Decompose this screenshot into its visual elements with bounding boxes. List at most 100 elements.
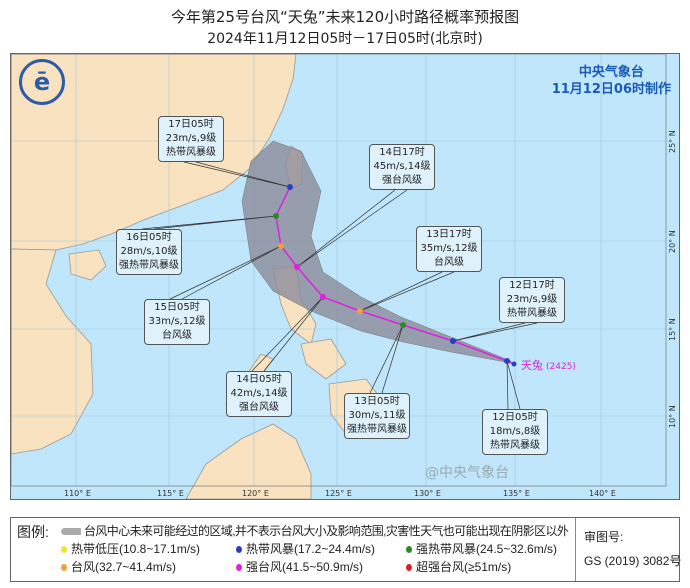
legend-item-label: 热带风暴(17.2~24.4m/s) [246,542,376,556]
longitude-label: 140° E [589,489,616,498]
intensity-dot-icon [61,546,67,554]
legend-item: 热带风暴(17.2~24.4m/s) [236,540,375,557]
forecast-callout: 14日05时 42m/s,14级 强台风级 [226,371,292,417]
land [11,54,382,499]
longitude-label: 130° E [414,489,441,498]
intensity-dot-icon [236,546,242,554]
watermark: @中央气象台 [425,465,509,481]
forecast-callout: 12日17时 23m/s,9级 热带风暴级 [499,277,565,323]
latitude-label: 15° N [668,318,677,341]
callout-level: 台风级 [434,257,464,268]
callout-time: 16日05时 [126,232,172,243]
legend-item-label: 超强台风(≥51m/s) [416,560,512,574]
callout-wind: 23m/s,9级 [506,294,558,305]
cma-logo: ē [19,59,65,105]
approval-number: GS (2019) 3082号 [584,554,682,568]
callout-time: 14日05时 [236,374,282,385]
callout-level: 强热带风暴级 [119,260,179,271]
forecast-callout: 16日05时 28m/s,10级 强热带风暴级 [116,229,182,275]
forecast-callout: 13日17时 35m/s,12级 台风级 [416,226,482,272]
legend-item-label: 强台风(41.5~50.9m/s) [246,560,364,574]
forecast-callout: 15日05时 33m/s,12级 台风级 [144,299,210,345]
callout-level: 热带风暴级 [507,308,557,319]
forecast-point-7[interactable] [273,213,279,219]
longitude-label: 125° E [325,489,352,498]
longitude-label: 120° E [242,489,269,498]
legend: 图例: 台风中心未来可能经过的区域,并不表示台风大小及影响范围,灾害性天气也可能… [10,517,681,582]
page-title: 今年第25号台风“天兔”未来120小时路径概率预报图 [170,8,520,26]
intensity-dot-icon [236,564,242,572]
typhoon-name-label: 天兔 (2425) [521,358,576,372]
latitude-label: 25° N [668,130,677,153]
legend-item: 强台风(41.5~50.9m/s) [236,558,363,575]
intensity-dot-icon [61,564,67,572]
longitude-label: 135° E [503,489,530,498]
land-indochina [11,248,94,455]
map-area: 110° E 115° E 120° E 125° E 130° E 135° E 140°… [10,53,680,500]
callout-leader [359,271,455,312]
callout-level: 强台风级 [239,402,279,413]
callout-leader [452,322,538,342]
callout-level: 台风级 [162,330,192,341]
land-china [11,54,297,251]
legend-cone-note: 台风中心未来可能经过的区域,并不表示台风大小及影响范围,灾害性天气也可能出现在阴… [61,522,569,539]
intensity-dot-icon [406,546,412,554]
forecast-callout: 14日17时 45m/s,14级 强台风级 [369,144,435,190]
agency-stamp: 中央气象台 11月12日06时制作 [552,64,671,98]
callout-wind: 42m/s,14级 [230,388,288,399]
approval-label: 审图号: [584,530,624,544]
forecast-point-3[interactable] [357,308,363,314]
forecast-callout: 13日05时 30m/s,11级 强热带风暴级 [344,393,410,439]
latitude-label: 20° N [668,230,677,253]
callout-wind: 33m/s,12级 [148,316,206,327]
forecast-point-6[interactable] [278,243,284,249]
forecast-point-0[interactable] [504,358,510,364]
forecast-point-2[interactable] [400,322,406,328]
land-visayas [300,338,347,380]
callout-time: 12日17时 [509,280,555,291]
approval-block: 审图号: GS (2019) 3082号 [575,518,681,581]
forecast-callout: 12日05时 18m/s,8级 热带风暴级 [482,409,548,455]
callout-wind: 23m/s,9级 [165,133,217,144]
forecast-point-5[interactable] [294,264,300,270]
longitude-label: 110° E [64,489,91,498]
legend-item-label: 强热带风暴(24.5~32.6m/s) [416,542,558,556]
intensity-dot-icon [406,564,412,572]
callout-level: 热带风暴级 [490,440,540,451]
callout-level: 强热带风暴级 [347,424,407,435]
forecast-callout: 17日05时 23m/s,9级 热带风暴级 [158,116,224,162]
page-subtitle: 2024年11月12日05时－17日05时(北京时) [207,31,483,47]
callout-level: 强台风级 [382,175,422,186]
forecast-point-4[interactable] [320,294,326,300]
cone-swatch-icon [61,528,81,536]
legend-item: 热带低压(10.8~17.1m/s) [61,540,200,557]
callout-time: 15日05时 [154,302,200,313]
legend-item: 台风(32.7~41.4m/s) [61,558,176,575]
forecast-point-1[interactable] [450,338,456,344]
callout-leader [506,360,521,410]
production-time: 11月12日06时制作 [551,82,671,97]
callout-time: 13日05时 [354,396,400,407]
forecast-point-8[interactable] [287,184,293,190]
callout-time: 17日05时 [168,119,214,130]
callout-wind: 35m/s,12级 [420,243,478,254]
current-position-point[interactable] [511,361,517,367]
latitude-label: 10° N [668,405,677,428]
land-hainan [68,249,107,281]
callout-wind: 18m/s,8级 [489,426,541,437]
callout-level: 热带风暴级 [166,147,216,158]
land-borneo [185,423,312,499]
legend-item-label: 台风(32.7~41.4m/s) [71,560,177,574]
callout-time: 12日05时 [492,412,538,423]
callout-wind: 45m/s,14级 [373,161,431,172]
callout-wind: 28m/s,10级 [120,246,178,257]
legend-title: 图例: [17,524,49,540]
callout-time: 14日17时 [379,147,425,158]
legend-item: 强热带风暴(24.5~32.6m/s) [406,540,557,557]
legend-item-label: 热带低压(10.8~17.1m/s) [71,542,201,556]
longitude-label: 115° E [157,489,184,498]
agency-name: 中央气象台 [578,65,644,80]
forecast-track [275,186,515,365]
callout-time: 13日17时 [426,229,472,240]
